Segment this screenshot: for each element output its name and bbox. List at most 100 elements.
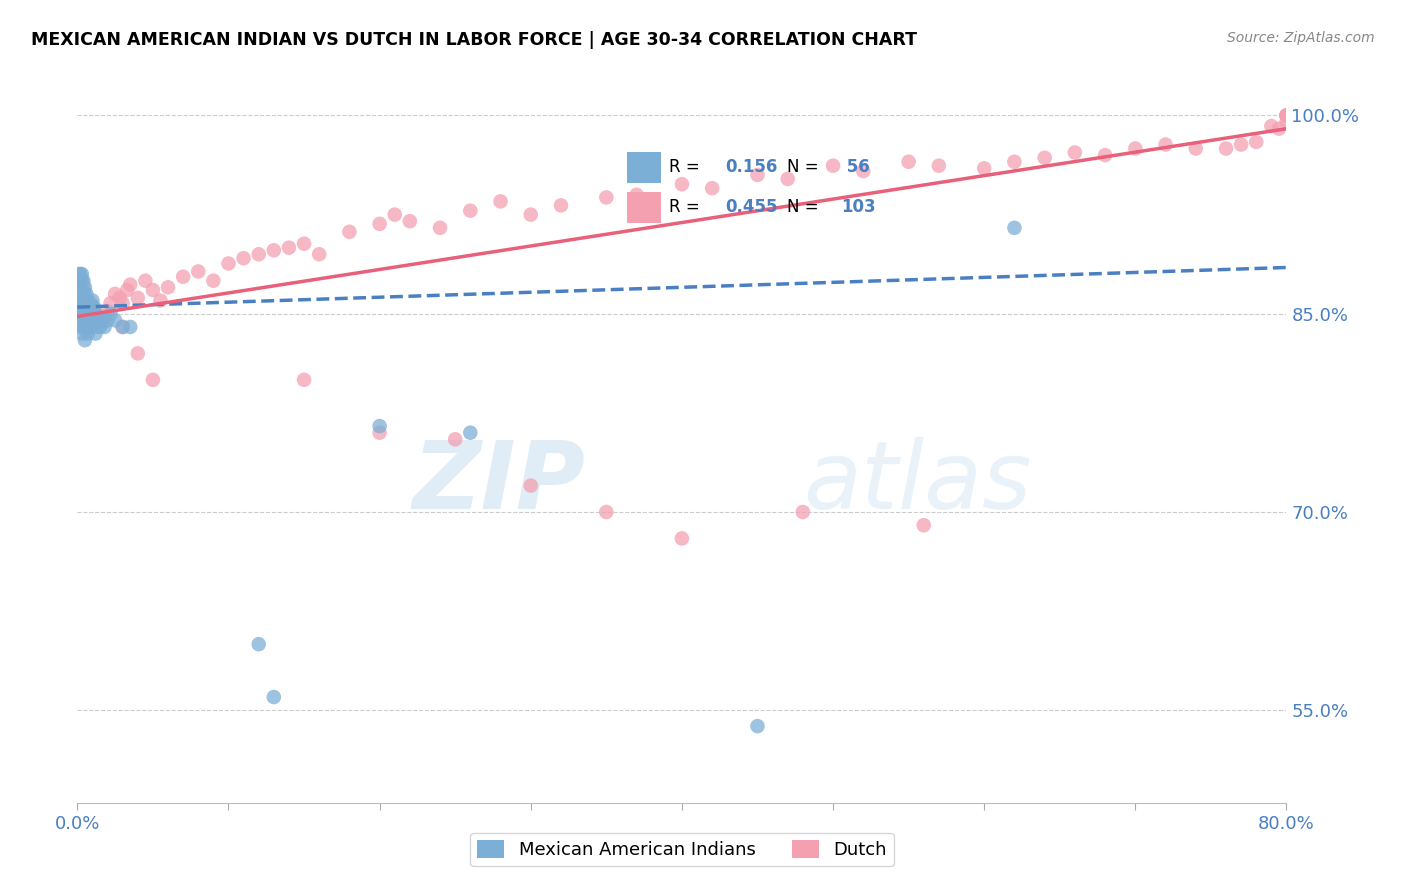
Point (550, 198, 572, 212)
Point (69, 274, 91, 288)
Point (87, 320, 110, 334)
Point (263, 690, 285, 704)
Point (444, 432, 467, 446)
Point (93, 310, 115, 324)
Point (70, 326, 93, 341)
Point (104, 287, 127, 301)
Point (172, 269, 194, 284)
Text: ZIP: ZIP (412, 437, 585, 529)
Point (218, 256, 240, 270)
Point (96, 304, 118, 318)
Point (702, 181, 724, 195)
Point (82, 313, 104, 327)
Point (1275, 115, 1298, 129)
Point (77, 326, 100, 341)
Point (75, 320, 97, 334)
Point (83, 313, 105, 327)
Point (115, 283, 138, 297)
Point (69, 267, 91, 281)
Point (671, 532, 693, 546)
Point (142, 373, 165, 387)
Point (90, 316, 112, 330)
Point (368, 217, 391, 231)
Point (67, 293, 90, 308)
Point (108, 291, 131, 305)
Point (489, 194, 512, 209)
Point (75, 307, 97, 321)
Point (80, 318, 103, 332)
Point (278, 241, 301, 255)
Point (79, 320, 101, 334)
Point (82, 293, 104, 308)
Point (973, 161, 995, 176)
Point (70, 274, 93, 288)
Point (69, 280, 91, 294)
Point (120, 320, 142, 334)
Point (79, 300, 101, 314)
Point (75, 293, 97, 308)
Point (263, 244, 285, 258)
Point (80, 300, 103, 314)
Point (111, 296, 134, 310)
Point (821, 159, 844, 173)
Point (73, 307, 96, 321)
Point (1275, 108, 1298, 122)
Point (747, 719, 769, 733)
Text: R =: R = (669, 198, 706, 216)
Point (1184, 141, 1206, 155)
Point (84, 307, 107, 321)
Point (77, 307, 100, 321)
Legend: Mexican American Indians, Dutch: Mexican American Indians, Dutch (470, 832, 894, 866)
Point (75, 287, 97, 301)
Point (1215, 141, 1237, 155)
Point (72, 296, 94, 310)
Text: MEXICAN AMERICAN INDIAN VS DUTCH IN LABOR FORCE | AGE 30-34 CORRELATION CHART: MEXICAN AMERICAN INDIAN VS DUTCH IN LABO… (31, 31, 917, 49)
Point (72, 300, 94, 314)
Point (79, 300, 101, 314)
Point (928, 159, 950, 173)
Point (292, 236, 315, 251)
Point (73, 287, 96, 301)
Point (1123, 141, 1146, 155)
Point (127, 291, 149, 305)
Point (73, 302, 96, 317)
Point (149, 293, 172, 308)
Point (520, 208, 543, 222)
Point (69, 300, 91, 314)
Point (70, 313, 93, 327)
Point (202, 274, 225, 288)
Point (157, 280, 180, 294)
Point (69, 293, 91, 308)
Point (70, 313, 93, 327)
Point (368, 419, 391, 434)
Point (70, 274, 93, 288)
Point (671, 178, 693, 192)
Point (75, 307, 97, 321)
Point (232, 251, 254, 265)
Point (73, 333, 96, 347)
Text: R =: R = (669, 158, 706, 176)
Point (93, 320, 115, 334)
Point (79, 313, 101, 327)
Point (520, 478, 543, 492)
Point (308, 247, 330, 261)
Point (134, 274, 156, 288)
Point (96, 313, 118, 327)
Point (127, 346, 149, 360)
Point (100, 307, 122, 321)
Point (247, 637, 270, 651)
Point (70, 267, 93, 281)
Text: N =: N = (787, 158, 824, 176)
Point (142, 283, 165, 297)
Point (747, 168, 769, 182)
Point (67, 267, 90, 281)
Point (69, 320, 91, 334)
Point (100, 296, 122, 310)
Point (73, 280, 96, 294)
Point (69, 293, 91, 308)
FancyBboxPatch shape (627, 152, 661, 183)
Point (337, 225, 360, 239)
Text: Source: ZipAtlas.com: Source: ZipAtlas.com (1227, 31, 1375, 45)
Point (72, 274, 94, 288)
Point (247, 247, 270, 261)
